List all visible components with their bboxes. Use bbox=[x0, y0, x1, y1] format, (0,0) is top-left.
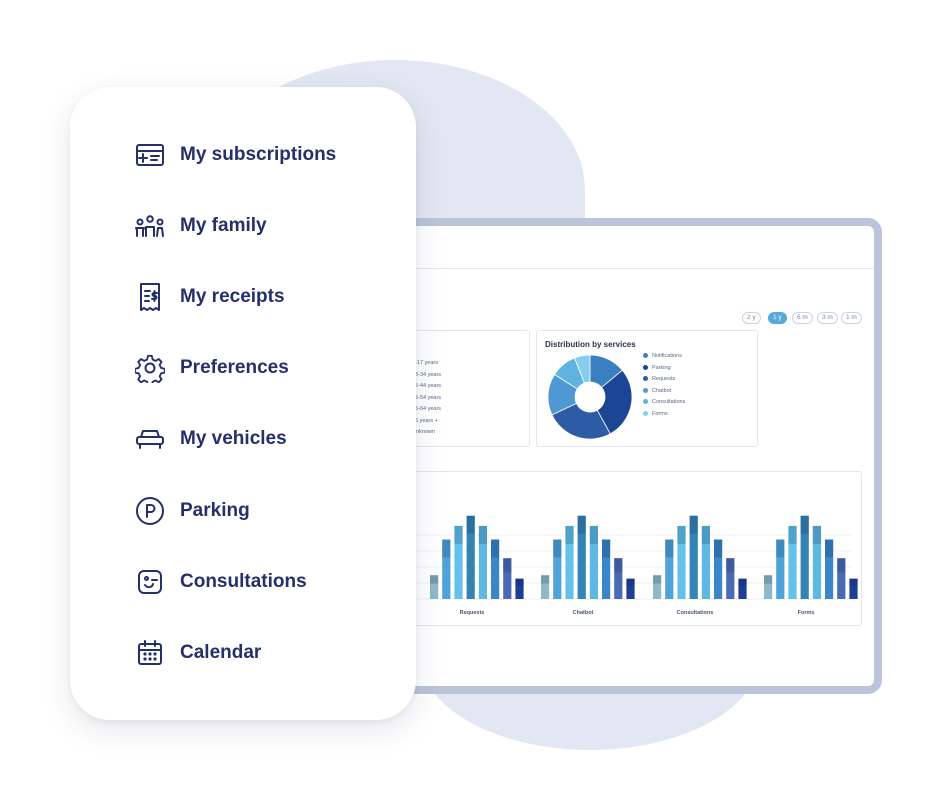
services-legend-item: Requests bbox=[643, 375, 675, 383]
receipt-icon bbox=[134, 281, 166, 313]
x-axis-label: Forms bbox=[797, 610, 815, 616]
parking-icon bbox=[134, 495, 166, 527]
x-axis-label: Requests bbox=[459, 610, 485, 616]
menu-item-consultations[interactable]: Consultations bbox=[134, 566, 307, 598]
x-axis-label: Chatbot bbox=[572, 610, 594, 616]
legend-label: Notifications bbox=[652, 353, 682, 359]
legend-label: 35-44 years bbox=[412, 383, 442, 389]
legend-dot bbox=[643, 387, 648, 393]
services-card: Distribution by services Notifications Pa… bbox=[536, 330, 758, 447]
menu-item-family[interactable]: My family bbox=[134, 210, 267, 242]
legend-label: 55-64 years bbox=[412, 406, 442, 412]
x-axis-label: Consultations bbox=[676, 610, 714, 616]
legend-label: Consultations bbox=[652, 399, 686, 405]
menu-label: Consultations bbox=[180, 571, 307, 592]
header-divider bbox=[308, 268, 874, 269]
services-card-title: Distribution by services bbox=[545, 340, 636, 349]
services-legend-item: Chatbot bbox=[643, 387, 671, 395]
legend-dot bbox=[643, 376, 648, 382]
menu-item-parking[interactable]: Parking bbox=[134, 495, 250, 527]
menu-label: Calendar bbox=[180, 642, 262, 663]
menu-item-calendar[interactable]: Calendar bbox=[134, 637, 261, 669]
legend-dot bbox=[643, 353, 648, 359]
legend-label: Unknown bbox=[412, 429, 435, 435]
menu-item-vehicles[interactable]: My vehicles bbox=[134, 423, 287, 455]
legend-label: Chatbot bbox=[652, 387, 672, 394]
legend-label: Forms bbox=[652, 410, 668, 417]
subscription-card-icon bbox=[134, 139, 166, 171]
menu-label: My receipts bbox=[180, 286, 285, 307]
time-range-3m[interactable]: 3 m bbox=[817, 312, 838, 324]
navigation-menu: My subscriptions My family My receipts P… bbox=[70, 87, 416, 720]
calendar-icon bbox=[134, 637, 166, 669]
time-range-1y[interactable]: 1 y bbox=[768, 312, 787, 324]
car-icon bbox=[134, 423, 166, 455]
legend-label: 45-54 years bbox=[412, 394, 442, 401]
menu-item-subscriptions[interactable]: My subscriptions bbox=[134, 139, 336, 171]
services-donut-chart bbox=[547, 354, 633, 440]
menu-label: Parking bbox=[180, 500, 250, 521]
services-legend-item: Forms bbox=[643, 410, 668, 418]
family-icon bbox=[134, 210, 166, 242]
legend-label: Requests bbox=[652, 376, 676, 382]
donut-slice-requests bbox=[551, 402, 611, 440]
menu-label: Preferences bbox=[180, 357, 289, 378]
menu-item-receipts[interactable]: My receipts bbox=[134, 281, 285, 313]
gear-icon bbox=[134, 352, 166, 384]
time-range-2y[interactable]: 2 y bbox=[742, 312, 761, 324]
services-legend-item: Notifications bbox=[643, 352, 682, 360]
time-range-6m[interactable]: 6 m bbox=[792, 312, 813, 324]
legend-label: 0-17 years bbox=[412, 360, 438, 366]
time-range-1m[interactable]: 1 m bbox=[841, 312, 862, 324]
legend-label: Parking bbox=[652, 364, 671, 371]
menu-label: My family bbox=[180, 215, 267, 236]
consultation-icon bbox=[134, 566, 166, 598]
legend-label: 65 years + bbox=[412, 417, 438, 424]
menu-label: My subscriptions bbox=[180, 144, 337, 165]
services-legend-item: Consultations bbox=[643, 398, 685, 406]
donut-slice-forms bbox=[574, 354, 591, 384]
legend-dot bbox=[643, 399, 648, 405]
donut-slice-parking bbox=[596, 369, 633, 435]
menu-label: My vehicles bbox=[180, 428, 287, 449]
legend-label: 18-34 years bbox=[412, 371, 442, 378]
menu-item-preferences[interactable]: Preferences bbox=[134, 352, 289, 384]
legend-dot bbox=[643, 410, 648, 416]
services-legend-item: Parking bbox=[643, 364, 671, 372]
legend-dot bbox=[643, 364, 648, 370]
